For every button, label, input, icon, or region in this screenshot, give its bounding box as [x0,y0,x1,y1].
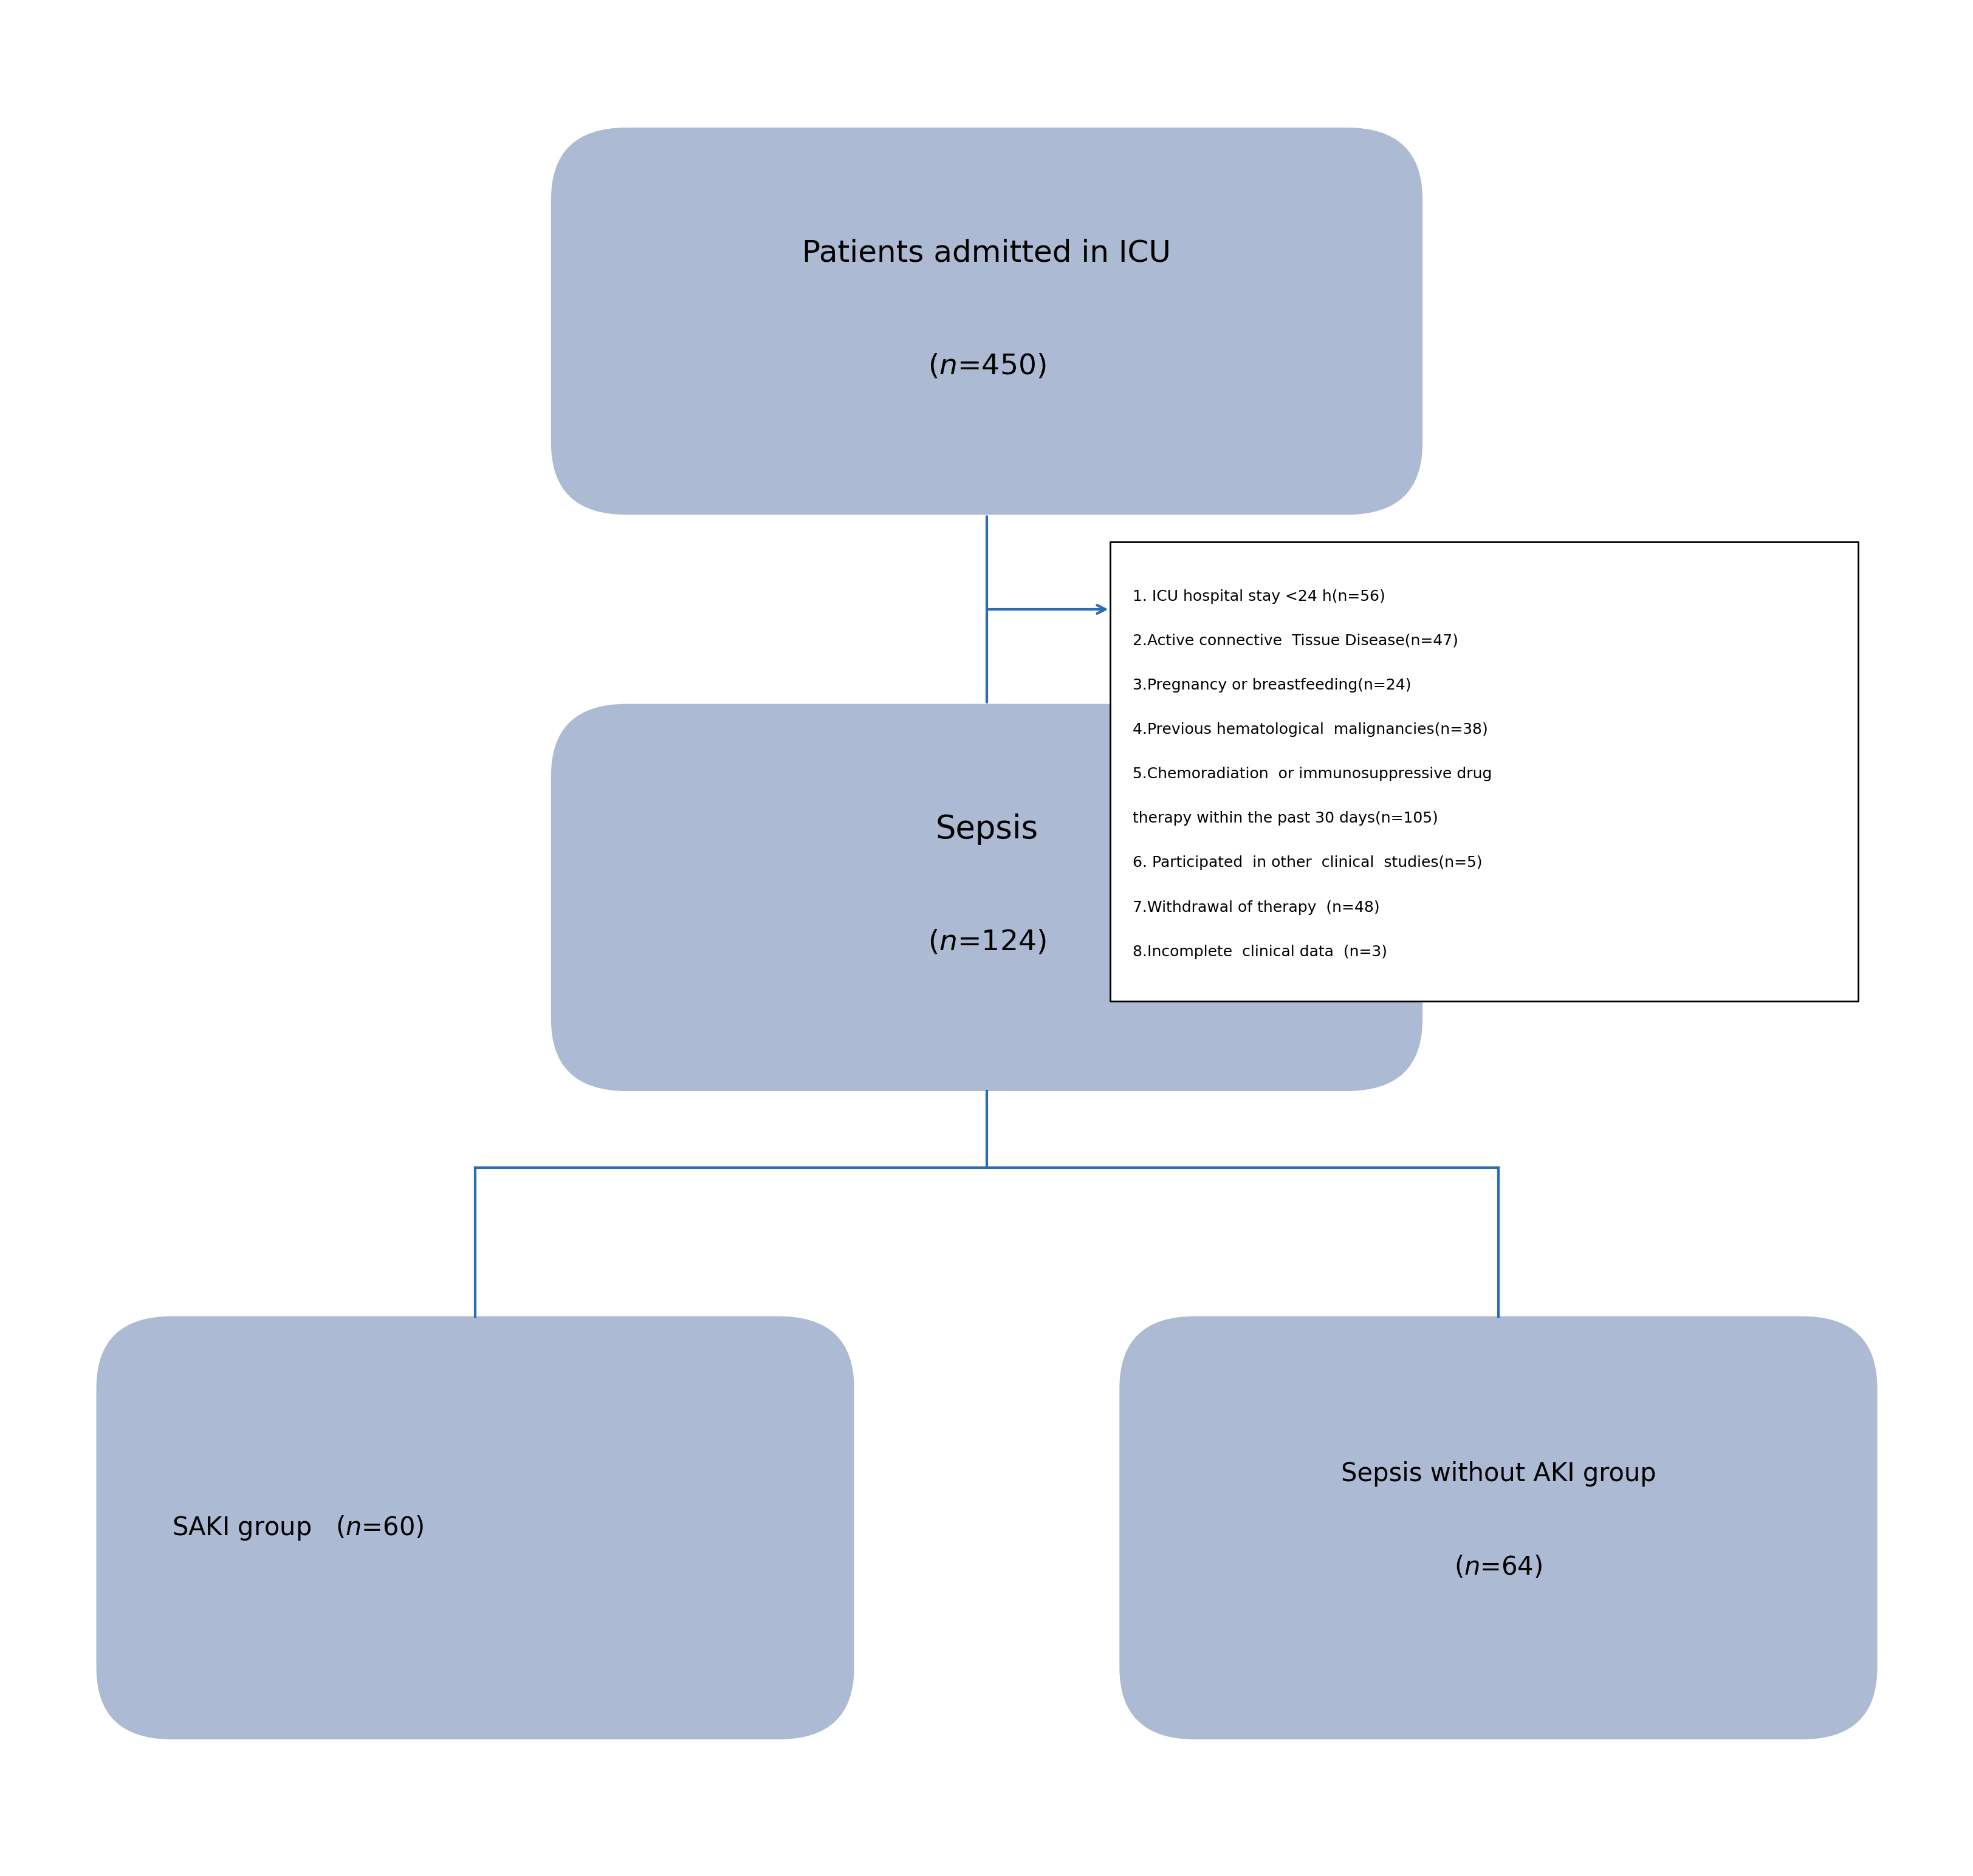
FancyBboxPatch shape [97,1317,854,1739]
Text: 6. Participated  in other  clinical  studies(n=5): 6. Participated in other clinical studie… [1133,855,1482,870]
Text: 5.Chemoradiation  or immunosuppressive drug: 5.Chemoradiation or immunosuppressive dr… [1133,767,1492,782]
Text: 8.Incomplete  clinical data  (n=3): 8.Incomplete clinical data (n=3) [1133,944,1387,959]
FancyBboxPatch shape [550,128,1423,514]
Text: 1. ICU hospital stay <24 h(n=56): 1. ICU hospital stay <24 h(n=56) [1133,589,1385,604]
Text: Sepsis: Sepsis [935,814,1038,844]
Text: 4.Previous hematological  malignancies(n=38): 4.Previous hematological malignancies(n=… [1133,722,1488,737]
Text: therapy within the past 30 days(n=105): therapy within the past 30 days(n=105) [1133,810,1438,825]
Text: ($n$=64): ($n$=64) [1454,1555,1543,1580]
FancyBboxPatch shape [1109,542,1859,1002]
Text: Sepsis without AKI group: Sepsis without AKI group [1340,1461,1655,1486]
Text: Patients admitted in ICU: Patients admitted in ICU [803,238,1170,266]
Text: ($n$=450): ($n$=450) [927,353,1046,379]
Text: SAKI group   ($n$=60): SAKI group ($n$=60) [172,1514,424,1542]
Text: 7.Withdrawal of therapy  (n=48): 7.Withdrawal of therapy (n=48) [1133,900,1379,915]
Text: 3.Pregnancy or breastfeeding(n=24): 3.Pregnancy or breastfeeding(n=24) [1133,677,1411,692]
FancyBboxPatch shape [1119,1317,1876,1739]
Text: ($n$=124): ($n$=124) [927,929,1046,957]
FancyBboxPatch shape [550,704,1423,1092]
Text: 2.Active connective  Tissue Disease(n=47): 2.Active connective Tissue Disease(n=47) [1133,634,1458,647]
